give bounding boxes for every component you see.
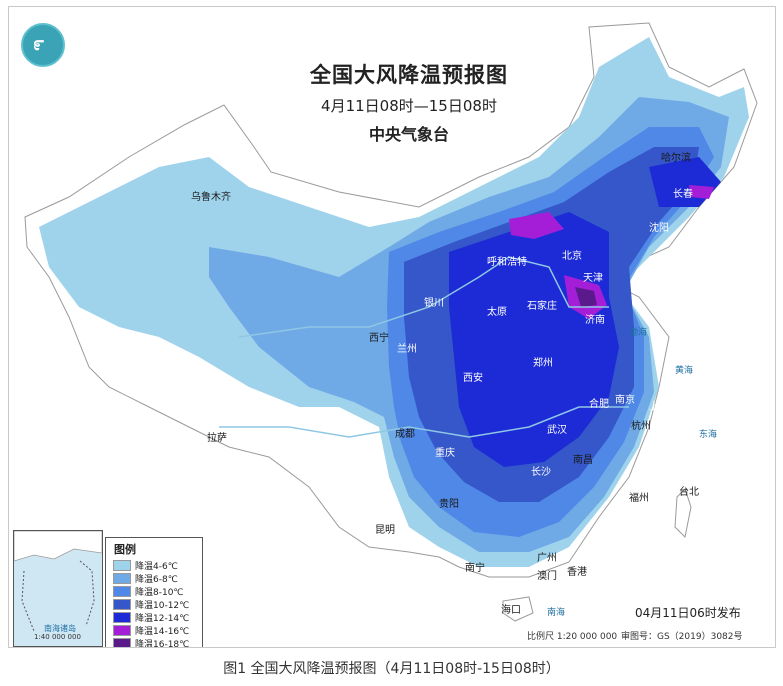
map-frame: ೯ 全国大风降温预报图 4月11日08时—15日08时 中央气象台 乌鲁木齐 哈… (8, 6, 776, 648)
legend-item: 降温10-12℃ (113, 598, 202, 611)
city-label: 济南 (585, 315, 605, 326)
legend-item: 降温4-6℃ (113, 559, 202, 572)
sea-label: 东海 (699, 430, 718, 440)
city-label: 太原 (487, 307, 507, 318)
city-label: 重庆 (435, 448, 455, 459)
city-label: 合肥 (589, 399, 609, 410)
issued-time: 04月11日06时发布 (635, 606, 741, 620)
inset-map (14, 531, 102, 632)
legend-label: 降温4-6℃ (135, 562, 178, 572)
city-label: 长沙 (531, 467, 551, 478)
city-label: 武汉 (547, 425, 567, 436)
city-label: 沈阳 (649, 223, 669, 234)
city-label: 海口 (501, 605, 521, 616)
figure-caption: 图1 全国大风降温预报图（4月11日08时-15日08时） (223, 661, 560, 677)
legend-swatch (113, 586, 131, 597)
inset-scale: 1:40 000 000 (34, 633, 81, 641)
sea-label: 黄海 (675, 366, 694, 376)
legend-swatch (113, 599, 131, 610)
city-label: 南昌 (573, 455, 593, 466)
issuing-agency: 中央气象台 (368, 125, 449, 144)
city-label: 南宁 (465, 563, 485, 574)
city-label: 台北 (679, 487, 699, 498)
review-number: 审图号：GS（2019）3082号 (621, 632, 743, 642)
south-china-sea-inset: 南海诸岛 1:40 000 000 (13, 530, 103, 647)
taiwan-island (674, 488, 692, 539)
forecast-period: 4月11日08时—15日08时 (321, 97, 497, 115)
city-label: 广州 (537, 553, 557, 564)
legend-label: 降温8-10℃ (135, 588, 184, 598)
legend-item: 降温16-18℃ (113, 637, 202, 648)
legend-item: 降温8-10℃ (113, 585, 202, 598)
map-scale: 比例尺 1:20 000 000 (527, 632, 618, 642)
hainan-island (502, 596, 534, 622)
city-label: 西安 (463, 373, 483, 384)
legend-item: 降温6-8℃ (113, 572, 202, 585)
legend-label: 降温14-16℃ (135, 627, 190, 637)
city-label: 西宁 (369, 333, 389, 344)
legend-item: 降温12-14℃ (113, 611, 202, 624)
city-label: 贵阳 (439, 499, 459, 510)
city-label: 福州 (629, 493, 649, 504)
legend-swatch (113, 638, 131, 647)
sea-label: 渤海 (629, 328, 648, 338)
legend-swatch (113, 573, 131, 584)
zone-12-14 (449, 212, 619, 467)
city-label: 天津 (583, 273, 603, 284)
legend-swatch (113, 560, 131, 571)
city-label: 兰州 (397, 344, 417, 355)
legend-label: 降温16-18℃ (135, 640, 190, 648)
zone-16-18 (575, 287, 597, 307)
city-label: 乌鲁木齐 (191, 192, 231, 203)
city-label: 上海 (649, 402, 669, 413)
city-label: 澳门 (537, 571, 557, 582)
cma-logo: ೯ (21, 23, 65, 67)
legend-label: 降温6-8℃ (135, 575, 178, 585)
sea-label: 南海 (547, 608, 566, 618)
legend: 图例 降温4-6℃ 降温6-8℃ 降温8-10℃ 降温10-12℃ 降温12-1… (105, 537, 203, 648)
city-label: 杭州 (631, 421, 651, 432)
legend-item: 降温14-16℃ (113, 624, 202, 637)
yellow-river (238, 256, 609, 338)
city-label: 哈尔滨 (661, 153, 691, 164)
forecast-map (24, 22, 758, 622)
city-label: 郑州 (533, 358, 553, 369)
city-label: 南京 (615, 395, 635, 406)
city-label: 长春 (673, 189, 693, 200)
city-label: 北京 (562, 251, 582, 262)
city-label: 银川 (424, 298, 444, 309)
legend-swatch (113, 625, 131, 636)
yangtze-river (219, 406, 629, 438)
legend-label: 降温10-12℃ (135, 601, 190, 611)
city-label: 石家庄 (527, 301, 557, 312)
legend-title: 图例 (114, 543, 136, 556)
city-label: 昆明 (375, 525, 395, 536)
legend-swatch (113, 612, 131, 623)
city-label: 香港 (567, 567, 587, 578)
legend-label: 降温12-14℃ (135, 614, 190, 624)
inset-label: 南海诸岛 (44, 624, 76, 633)
zone-14-16-northeast (689, 185, 714, 199)
city-label: 成都 (395, 429, 415, 440)
city-label: 呼和浩特 (487, 257, 527, 268)
zone-14-16-north (509, 212, 564, 239)
map-title: 全国大风降温预报图 (310, 63, 508, 87)
city-label: 拉萨 (207, 433, 227, 444)
